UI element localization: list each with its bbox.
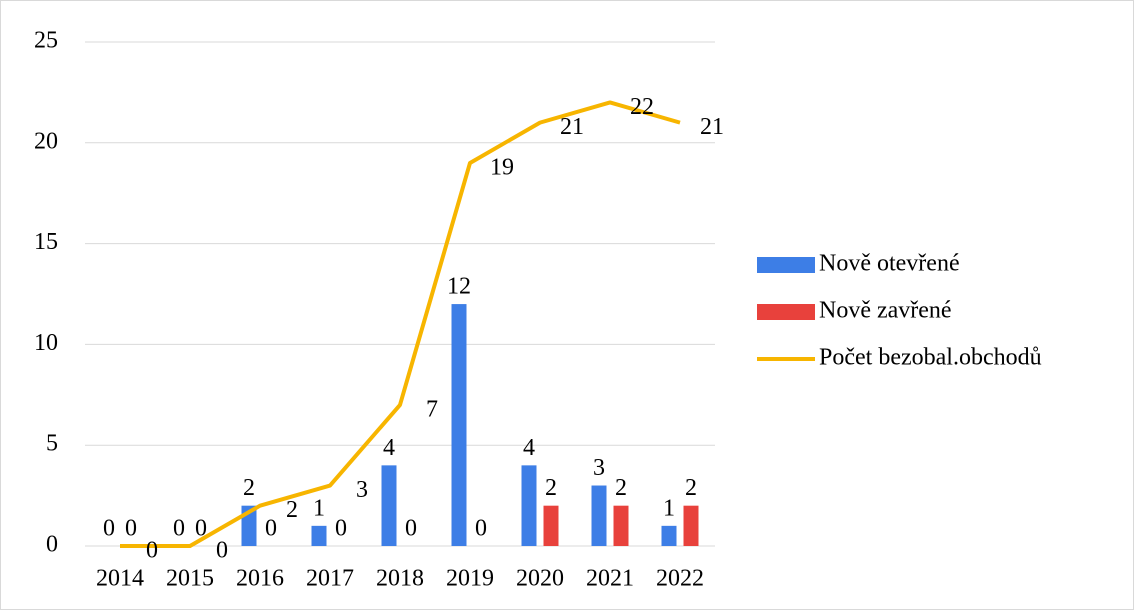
legend-label: Počet bezobal.obchodů xyxy=(819,345,1042,371)
x-tick-label: 2017 xyxy=(306,566,354,592)
x-tick-label: 2015 xyxy=(166,566,214,592)
data-label: 0 xyxy=(216,538,228,564)
y-tick-label: 25 xyxy=(34,28,58,54)
data-label: 22 xyxy=(630,94,654,120)
data-label: 12 xyxy=(447,274,471,300)
data-label: 2 xyxy=(545,475,557,501)
y-tick-label: 10 xyxy=(34,330,58,356)
bar xyxy=(683,505,699,546)
data-label: 2 xyxy=(615,475,627,501)
bar xyxy=(591,485,607,546)
data-label: 3 xyxy=(356,477,368,503)
data-label: 0 xyxy=(405,516,417,542)
bar xyxy=(543,505,559,546)
data-label: 19 xyxy=(490,154,514,180)
bar xyxy=(661,525,677,546)
bar xyxy=(521,465,537,546)
data-label: 4 xyxy=(523,435,535,461)
data-label: 0 xyxy=(103,516,115,542)
data-label: 2 xyxy=(685,475,697,501)
data-label: 0 xyxy=(173,516,185,542)
data-label: 0 xyxy=(265,516,277,542)
x-tick-label: 2021 xyxy=(586,566,634,592)
data-label: 1 xyxy=(313,495,325,521)
data-label: 0 xyxy=(146,538,158,564)
data-label: 21 xyxy=(700,114,724,140)
x-tick-label: 2022 xyxy=(656,566,704,592)
data-label: 0 xyxy=(475,516,487,542)
data-label: 0 xyxy=(125,516,137,542)
data-label: 21 xyxy=(560,114,584,140)
legend-label: Nově otevřené xyxy=(819,251,960,277)
x-tick-label: 2020 xyxy=(516,566,564,592)
y-tick-label: 5 xyxy=(46,431,58,457)
legend-swatch xyxy=(757,304,815,320)
x-tick-label: 2014 xyxy=(96,566,144,592)
bar xyxy=(311,525,327,546)
data-label: 2 xyxy=(286,497,298,523)
bar xyxy=(613,505,629,546)
data-label: 1 xyxy=(663,495,675,521)
legend-swatch xyxy=(757,257,815,273)
y-tick-label: 0 xyxy=(46,532,58,558)
data-label: 4 xyxy=(383,435,395,461)
x-tick-label: 2019 xyxy=(446,566,494,592)
data-label: 7 xyxy=(426,396,438,422)
y-tick-label: 20 xyxy=(34,128,58,154)
x-tick-label: 2018 xyxy=(376,566,424,592)
line xyxy=(120,100,681,548)
legend-label: Nově zavřené xyxy=(819,298,952,324)
data-label: 0 xyxy=(195,516,207,542)
bar xyxy=(381,465,397,546)
bar xyxy=(451,304,467,546)
x-tick-label: 2016 xyxy=(236,566,284,592)
data-label: 0 xyxy=(335,516,347,542)
y-tick-label: 15 xyxy=(34,229,58,255)
data-label: 3 xyxy=(593,455,605,481)
data-label: 2 xyxy=(243,475,255,501)
